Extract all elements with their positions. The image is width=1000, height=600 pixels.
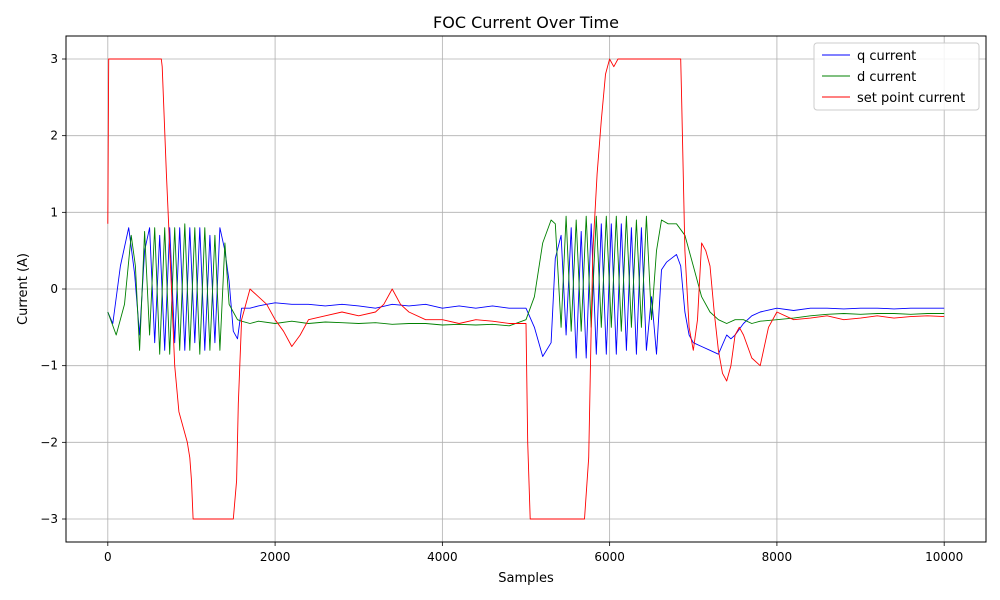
y-tick-label: −3 <box>40 512 58 526</box>
y-axis-label: Current (A) <box>16 253 31 325</box>
y-tick-label: 0 <box>50 282 58 296</box>
x-axis: 0 2000 4000 6000 8000 10000 <box>104 542 963 564</box>
legend-label-q-current: q current <box>857 49 916 64</box>
legend-label-set-point-current: set point current <box>857 91 965 106</box>
series-line-d-current <box>107 215 945 355</box>
x-tick-label: 8000 <box>762 550 793 564</box>
x-tick-label: 0 <box>104 550 112 564</box>
grid <box>66 36 986 542</box>
x-tick-label: 6000 <box>594 550 625 564</box>
y-tick-label: −2 <box>40 435 58 449</box>
legend-label-d-current: d current <box>857 70 916 85</box>
series-line-set-point-current <box>107 58 945 520</box>
legend-box <box>813 42 980 111</box>
x-axis-label: Samples <box>498 571 554 586</box>
series-line-q-current <box>107 223 945 359</box>
x-tick-label: 2000 <box>260 550 291 564</box>
y-tick-label: 3 <box>50 52 58 66</box>
legend: q current d current set point current <box>813 42 980 111</box>
y-axis: −3 −2 −1 0 1 2 3 <box>40 52 66 526</box>
y-tick-label: 1 <box>50 205 58 219</box>
y-tick-label: 2 <box>50 129 58 143</box>
chart-title: FOC Current Over Time <box>433 13 619 32</box>
y-tick-label: −1 <box>40 359 58 373</box>
x-tick-label: 10000 <box>925 550 963 564</box>
x-tick-label: 4000 <box>427 550 458 564</box>
series-layer <box>107 58 945 520</box>
